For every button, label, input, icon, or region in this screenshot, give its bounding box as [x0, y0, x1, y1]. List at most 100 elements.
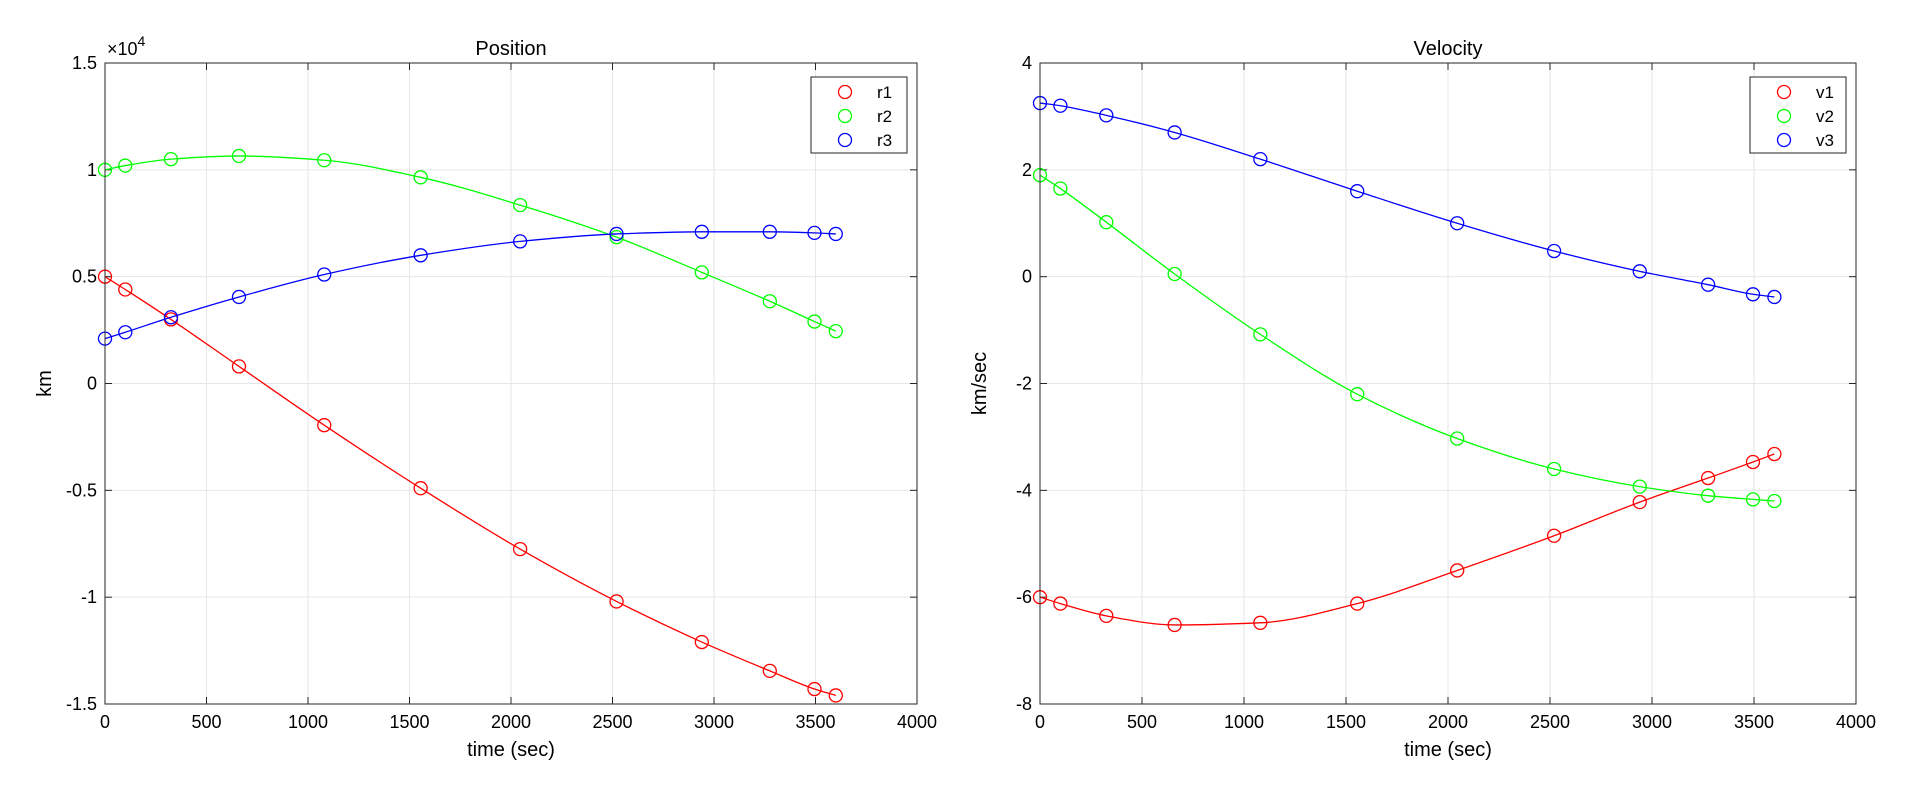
x-axis-label: time (sec) [1404, 739, 1492, 761]
data-point-v1 [1632, 494, 1647, 510]
data-point-r2 [413, 170, 428, 185]
data-point-v1 [1253, 615, 1268, 630]
data-point-r3 [609, 226, 624, 242]
exponent-power: 4 [138, 33, 146, 49]
data-point-r3 [118, 325, 133, 340]
data-point-v3 [1546, 243, 1562, 259]
y-tick-label: 0 [1022, 267, 1032, 287]
chart-title: Position [475, 38, 546, 60]
legend-label-r1: r1 [877, 83, 892, 102]
data-point-r1 [118, 282, 133, 297]
velocity-plot: 0 500 1000 1500 2000 2500 3000 3500 4000 -8 -6 -4 -2… [969, 38, 1876, 761]
legend-label-v3: v3 [1816, 131, 1834, 150]
x-tick-label: 4000 [1836, 712, 1876, 732]
data-point-v3 [1350, 184, 1365, 199]
data-point-r1 [413, 481, 428, 496]
data-point-v1 [1167, 617, 1182, 633]
data-point-v2 [1767, 493, 1782, 509]
x-tick-label: 0 [1035, 712, 1045, 732]
data-point-r3 [163, 310, 179, 325]
x-tick-label: 2000 [1428, 712, 1468, 732]
data-point-r1 [231, 359, 247, 374]
y-tick-label: -8 [1016, 694, 1032, 714]
data-point-r3 [231, 289, 247, 305]
data-point-r2 [118, 158, 133, 173]
x-tick-label: 500 [191, 712, 221, 732]
series-line-v3 [1039, 102, 1775, 298]
y-tick-label: 0 [87, 374, 97, 394]
data-point-r1 [807, 681, 822, 697]
data-point-r1 [828, 688, 843, 703]
data-point-v3 [1053, 98, 1068, 113]
data-point-r2 [694, 265, 709, 280]
legend-marker-r3 [837, 132, 853, 148]
data-point-r1 [317, 418, 332, 433]
series-line-v2 [1039, 174, 1775, 502]
data-point-r3 [807, 225, 822, 241]
data-point-v2 [1632, 479, 1647, 494]
x-tick-label: 4000 [897, 712, 937, 732]
x-axis-label: time (sec) [467, 739, 555, 761]
y-tick-label: -4 [1016, 480, 1032, 500]
data-point-v2 [1053, 181, 1068, 196]
data-point-r3 [317, 267, 332, 282]
data-point-v1 [1450, 563, 1465, 578]
data-point-v3 [1700, 277, 1716, 292]
x-tick-label: 3500 [795, 712, 835, 732]
x-tick-label: 3000 [1632, 712, 1672, 732]
y-tick-label: 0.5 [72, 267, 97, 287]
series-line-r3 [104, 231, 836, 340]
data-point-r1 [512, 541, 528, 557]
x-tick-label: 0 [100, 712, 110, 732]
data-point-r2 [317, 153, 332, 168]
y-axis-label: km [34, 370, 56, 397]
legend-marker-v2 [1776, 108, 1792, 124]
data-point-v3 [1167, 125, 1182, 140]
data-point-v2 [1253, 327, 1268, 342]
y-tick-label: -2 [1016, 374, 1032, 394]
position-plot: 0 500 1000 1500 2000 2500 3000 3500 4000 -1.5 -1 -0… [34, 33, 937, 761]
exponent-label: ×104 [107, 33, 146, 59]
data-point-v2 [1167, 266, 1182, 282]
data-point-r2 [828, 323, 843, 339]
axes-box [1039, 62, 1857, 705]
series-line-r2 [104, 155, 837, 332]
legend-marker-v3 [1776, 132, 1792, 148]
data-point-v3 [1767, 289, 1782, 305]
legend-label-r3: r3 [877, 131, 892, 150]
data-point-r2 [512, 197, 528, 213]
y-tick-label: -1 [81, 587, 97, 607]
x-tick-label: 2500 [1530, 712, 1570, 732]
x-tick-label: 2000 [491, 712, 531, 732]
data-point-r3 [694, 224, 709, 239]
y-tick-label: -0.5 [66, 480, 97, 500]
legend-marker-v1 [1776, 84, 1792, 100]
x-tick-label: 1000 [288, 712, 328, 732]
data-point-v2 [1745, 492, 1761, 507]
data-point-v1 [1745, 454, 1761, 470]
legend-box [810, 76, 908, 154]
data-point-v1 [1767, 446, 1782, 462]
chart-title: Velocity [1414, 38, 1483, 60]
data-point-v3 [1099, 108, 1114, 123]
y-tick-label: 2 [1022, 160, 1032, 180]
x-tick-label: 2500 [592, 712, 632, 732]
data-point-v3 [1632, 264, 1647, 279]
data-point-r1 [609, 594, 624, 609]
data-point-r3 [828, 226, 843, 242]
data-point-r2 [231, 148, 247, 164]
data-point-r2 [762, 294, 777, 309]
data-point-v2 [1350, 387, 1365, 402]
data-point-v3 [1253, 151, 1268, 167]
x-tick-label: 1500 [389, 712, 429, 732]
x-tick-label: 1000 [1224, 712, 1264, 732]
x-tick-label: 3500 [1734, 712, 1774, 732]
legend-marker-r1 [837, 84, 853, 100]
data-point-r1 [762, 663, 777, 679]
y-tick-label: -6 [1016, 587, 1032, 607]
data-point-v1 [1099, 608, 1114, 624]
x-tick-label: 500 [1127, 712, 1157, 732]
legend-marker-r2 [837, 108, 853, 124]
data-point-v1 [1700, 470, 1716, 486]
data-point-r3 [762, 224, 777, 239]
